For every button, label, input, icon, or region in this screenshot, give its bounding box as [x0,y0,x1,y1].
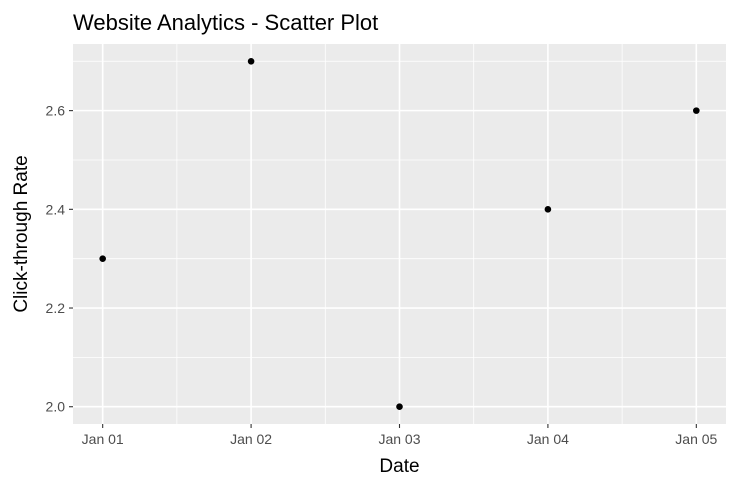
y-tick-label: 2.4 [46,201,66,217]
y-tick-label: 2.0 [46,399,66,415]
x-tick-label: Jan 05 [675,431,717,447]
data-point [247,57,255,65]
x-tick-label: Jan 02 [230,431,272,447]
data-point [693,107,700,114]
x-axis-title: Date [379,456,419,477]
x-tick-labels: Jan 01 Jan 02 Jan 03 Jan 04 Jan 05 [82,431,718,447]
x-tick-label: Jan 03 [378,431,420,447]
y-tick-labels: 2.0 2.2 2.4 2.6 [46,103,66,415]
chart-title: Website Analytics - Scatter Plot [73,10,378,35]
x-tick-label: Jan 01 [82,431,124,447]
data-point [544,206,552,213]
axis-ticks [69,110,697,428]
data-point [396,403,403,411]
data-point [99,255,106,262]
y-tick-label: 2.6 [46,103,66,119]
x-tick-label: Jan 04 [527,431,569,447]
data-points [99,57,700,411]
y-tick-label: 2.2 [46,300,66,316]
y-axis-title: Click-through Rate [11,155,32,312]
